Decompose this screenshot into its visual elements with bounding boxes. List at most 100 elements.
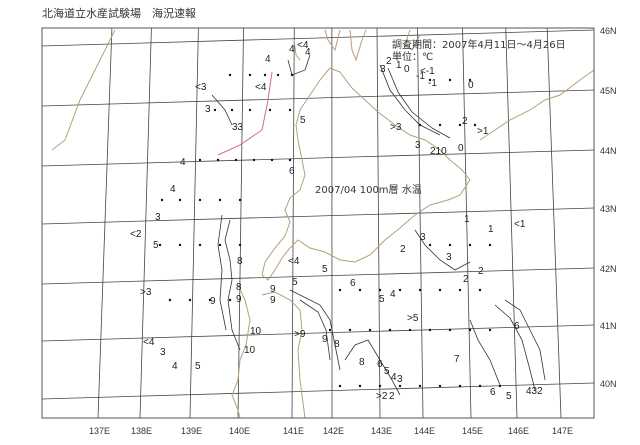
map-frame bbox=[41, 27, 595, 419]
latitude-line bbox=[41, 89, 595, 107]
contour-label: <2 bbox=[130, 229, 142, 240]
contour-label: >3 bbox=[390, 122, 402, 133]
contour-label: 3 bbox=[420, 232, 426, 243]
header-title: 北海道立水産試験場 海況速報 bbox=[42, 7, 196, 20]
station-dot bbox=[358, 288, 362, 292]
contour-label: 4 bbox=[265, 54, 271, 65]
longitude-line bbox=[462, 27, 472, 419]
lat-label: 42N bbox=[600, 264, 617, 274]
station-dot bbox=[248, 108, 252, 112]
lon-label: 138E bbox=[131, 426, 152, 436]
contour-label: 6 bbox=[490, 387, 496, 398]
contour-label: 4 bbox=[289, 44, 295, 55]
station-dot bbox=[188, 298, 192, 302]
contour-label: -1 bbox=[428, 78, 437, 89]
isotherm-line bbox=[469, 319, 501, 386]
station-dot bbox=[228, 298, 232, 302]
station-dot bbox=[398, 288, 402, 292]
station-dot bbox=[428, 243, 432, 247]
longitude-line bbox=[505, 27, 518, 419]
contour-label: 4 bbox=[391, 372, 397, 383]
station-dot bbox=[418, 288, 422, 292]
contour-label: 2 bbox=[462, 116, 468, 127]
station-dot bbox=[158, 243, 162, 247]
contour-label: 4 bbox=[180, 157, 186, 168]
contour-label: 9 bbox=[210, 296, 216, 307]
contour-label: 4 bbox=[305, 47, 311, 58]
contour-label: 8 bbox=[236, 282, 242, 293]
contour-label: 5 bbox=[506, 391, 512, 402]
contour-label: 432 bbox=[526, 386, 543, 397]
contour-label: 5 bbox=[322, 264, 328, 275]
coastline-path bbox=[404, 29, 421, 51]
contour-label: 6 bbox=[289, 166, 295, 177]
coastline-path bbox=[231, 284, 251, 419]
station-dot bbox=[468, 328, 472, 332]
station-dot bbox=[428, 328, 432, 332]
station-dot bbox=[268, 108, 272, 112]
contour-label: 210 bbox=[430, 146, 447, 157]
latitude-line bbox=[41, 267, 595, 285]
contour-label: 8 bbox=[334, 339, 340, 350]
front-line bbox=[217, 71, 273, 156]
lon-label: 141E bbox=[283, 426, 304, 436]
contour-label: 33 bbox=[232, 122, 244, 133]
survey-period: 調査期間：2007年4月11日～4月26日 bbox=[392, 38, 566, 51]
station-dot bbox=[473, 123, 477, 127]
lon-label: 137E bbox=[89, 426, 110, 436]
contour-label: 0 bbox=[468, 80, 474, 91]
station-dot bbox=[248, 73, 252, 77]
contour-label: 10 bbox=[250, 326, 262, 337]
contour-label: <3 bbox=[195, 82, 207, 93]
longitude-line bbox=[189, 27, 199, 419]
isotherm-line bbox=[289, 289, 341, 371]
longitude-line bbox=[139, 27, 152, 419]
latitude-line bbox=[41, 382, 595, 400]
contour-label: 10 bbox=[244, 345, 256, 356]
contour-label: <4 bbox=[143, 337, 155, 348]
contour-label: 4 bbox=[390, 289, 396, 300]
station-dot bbox=[448, 78, 452, 82]
coastline-path bbox=[51, 29, 116, 151]
contour-label: >2 bbox=[376, 391, 388, 402]
station-dot bbox=[238, 243, 242, 247]
contour-label: <-1 bbox=[420, 66, 435, 77]
isotherm-line bbox=[287, 54, 311, 76]
contour-label: 5 bbox=[379, 294, 385, 305]
station-dot bbox=[438, 123, 442, 127]
contour-label: 7 bbox=[454, 354, 460, 365]
isotherm-lines bbox=[211, 54, 546, 396]
station-dot bbox=[328, 328, 332, 332]
coastline-path bbox=[349, 29, 367, 62]
contour-label: 5 bbox=[300, 115, 306, 126]
longitude-line bbox=[291, 27, 295, 419]
contour-label: 3 bbox=[380, 64, 386, 75]
contour-label: 1 bbox=[464, 214, 470, 225]
isotherm-line bbox=[387, 67, 451, 139]
station-dot bbox=[178, 243, 182, 247]
station-dot bbox=[288, 108, 292, 112]
contour-label: 0 bbox=[404, 64, 410, 75]
station-dot bbox=[228, 73, 232, 77]
station-dot bbox=[270, 158, 274, 162]
isotherm-line bbox=[217, 214, 227, 331]
latitude-line bbox=[41, 149, 595, 167]
station-dot bbox=[438, 384, 442, 388]
contour-label: 6 bbox=[514, 321, 520, 332]
isotherm-line bbox=[211, 94, 233, 126]
contour-label: 8 bbox=[359, 357, 365, 368]
contour-label: <1 bbox=[514, 219, 526, 230]
contour-label: 3 bbox=[415, 140, 421, 151]
station-dot bbox=[408, 328, 412, 332]
isotherm-line bbox=[504, 299, 546, 381]
station-dot bbox=[290, 73, 294, 77]
lat-label: 41N bbox=[600, 321, 617, 331]
lat-label: 40N bbox=[600, 379, 617, 389]
station-dot bbox=[198, 243, 202, 247]
station-dot bbox=[238, 198, 242, 202]
station-dot bbox=[418, 384, 422, 388]
contour-label: 3 bbox=[160, 347, 166, 358]
station-dot bbox=[388, 328, 392, 332]
coastline-path bbox=[293, 39, 301, 61]
